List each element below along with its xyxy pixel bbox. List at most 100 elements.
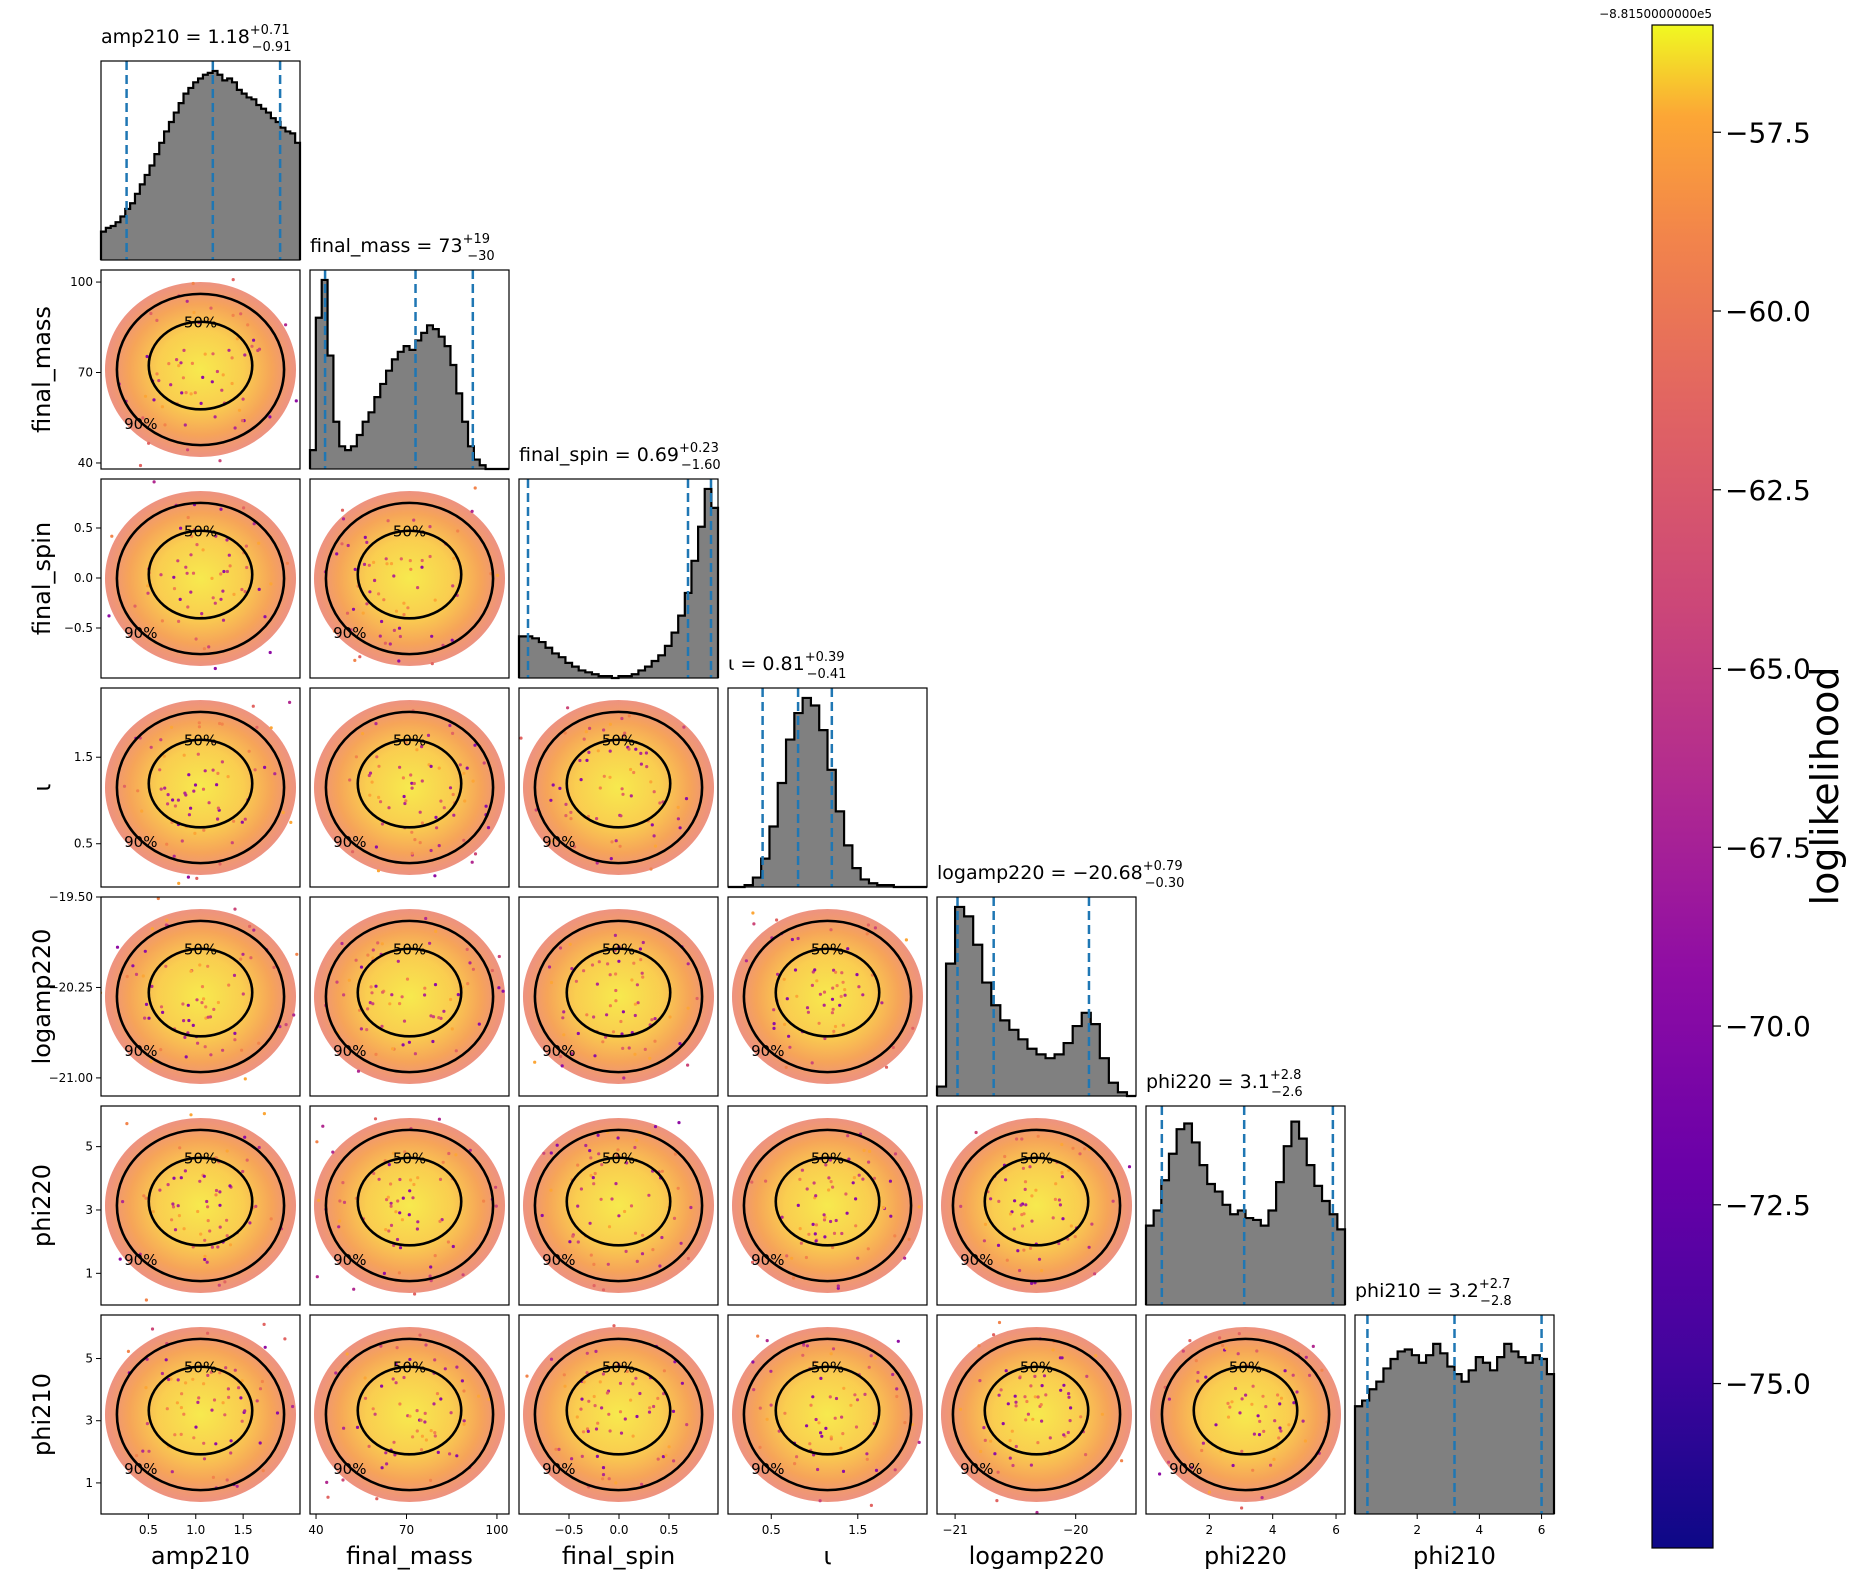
sample-point	[193, 391, 197, 395]
sample-point	[216, 806, 220, 810]
sample-point	[644, 751, 649, 755]
y-axis-label-final_spin: final_spin	[28, 522, 56, 635]
sample-point	[473, 743, 477, 747]
sample-point	[269, 582, 273, 586]
x-tick-label-final_mass-1: 70	[399, 1523, 414, 1537]
sample-point	[182, 348, 186, 352]
sample-point	[169, 383, 173, 387]
sample-point	[243, 353, 247, 357]
sample-point	[650, 823, 654, 827]
sample-point	[202, 1174, 206, 1178]
colorbar-offset: −8.8150000000e5	[1599, 7, 1712, 21]
sample-point	[380, 1466, 384, 1470]
sample-point	[416, 586, 420, 590]
sample-point	[243, 1135, 247, 1139]
sample-point	[155, 318, 159, 322]
sample-point	[620, 787, 624, 791]
sample-point	[458, 763, 462, 767]
sample-point	[413, 838, 417, 842]
contour-label-50: 50%	[1020, 1150, 1053, 1168]
sample-point	[353, 658, 357, 663]
sample-point	[784, 1065, 788, 1069]
sample-point	[374, 722, 378, 726]
sample-point	[576, 1240, 580, 1244]
sample-point	[454, 1049, 458, 1053]
sample-point	[1030, 1194, 1034, 1198]
sample-point	[1020, 1137, 1024, 1141]
sample-point	[377, 1177, 381, 1181]
sample-point	[1005, 1258, 1009, 1262]
sample-point	[252, 338, 256, 342]
sample-point	[594, 1349, 598, 1353]
sample-point	[409, 773, 413, 777]
sample-point	[448, 786, 453, 790]
sample-point	[213, 601, 217, 605]
sample-point	[780, 1215, 784, 1219]
sample-point	[193, 783, 198, 787]
sample-point	[834, 970, 838, 974]
sample-point	[192, 310, 196, 315]
sample-point	[460, 1379, 464, 1383]
sample-point	[384, 557, 388, 561]
sample-point	[433, 1254, 437, 1258]
sample-point	[1036, 1441, 1040, 1445]
sample-point	[782, 977, 786, 981]
sample-point	[840, 1231, 844, 1236]
sample-point	[772, 1022, 776, 1026]
contour-90	[1160, 1337, 1331, 1492]
sample-point	[215, 369, 219, 374]
sample-point	[867, 1160, 871, 1164]
sample-point	[635, 983, 640, 987]
sample-point	[664, 1453, 668, 1457]
sample-point	[212, 1398, 217, 1402]
title-lower-final_mass: −30	[467, 249, 494, 264]
sample-point	[856, 1256, 860, 1260]
title-upper-final_spin: +0.23	[679, 441, 719, 456]
contour-label-90: 90%	[124, 624, 157, 642]
sample-point	[429, 848, 433, 853]
sample-point	[525, 1374, 529, 1378]
contour-label-90: 90%	[124, 833, 157, 851]
contour-50	[983, 1365, 1090, 1456]
sample-point	[209, 1370, 213, 1374]
sample-point	[363, 535, 367, 540]
hist-fill-amp210	[101, 70, 300, 260]
sample-point	[841, 980, 845, 984]
sample-point	[846, 1134, 850, 1138]
sample-point	[144, 1002, 149, 1007]
sample-point	[640, 1482, 644, 1486]
sample-point	[592, 1284, 596, 1288]
sample-point	[829, 1219, 833, 1224]
x-axis-label-ι: ι	[823, 1542, 831, 1570]
sample-point	[831, 1007, 835, 1011]
sample-point	[176, 1378, 180, 1382]
sample-point	[629, 794, 633, 798]
sample-point	[639, 762, 644, 766]
sample-point	[387, 1163, 391, 1167]
sample-point	[455, 1365, 459, 1369]
sample-point	[596, 1133, 600, 1137]
sample-point	[903, 1421, 907, 1425]
density-core	[313, 699, 506, 876]
sample-point	[996, 1470, 1000, 1474]
sample-point	[1028, 1246, 1033, 1250]
sample-point	[418, 810, 422, 814]
sample-point	[437, 1117, 441, 1121]
sample-point	[1093, 1272, 1097, 1276]
sample-point	[374, 984, 378, 988]
sample-point	[258, 1387, 263, 1391]
contour-label-90: 90%	[542, 1251, 575, 1269]
sample-point	[346, 543, 350, 548]
sample-point	[676, 817, 681, 821]
sample-point	[131, 964, 135, 968]
sample-point	[441, 643, 445, 648]
sample-point	[1188, 1339, 1192, 1343]
title-upper-amp210: +0.71	[250, 23, 290, 38]
sample-point	[263, 765, 267, 770]
sample-point	[449, 997, 453, 1002]
sample-point	[424, 1438, 428, 1442]
sample-point	[1020, 1224, 1025, 1228]
sample-point	[428, 554, 432, 559]
title-upper-phi210: +2.7	[1479, 1277, 1511, 1292]
sample-point	[1023, 1395, 1027, 1399]
